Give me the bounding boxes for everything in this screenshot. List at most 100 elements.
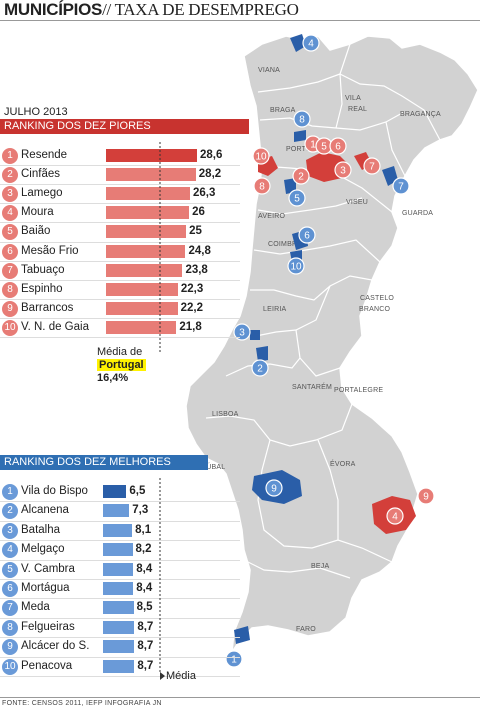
district-label: COIMBRA	[268, 241, 302, 248]
row-divider	[0, 165, 240, 167]
map-pin	[386, 507, 404, 525]
ranking-row: 10 V. N. de Gaia 21,8	[0, 318, 240, 338]
municipality-name: Mesão Frio	[21, 244, 79, 257]
ranking-value: 8,7	[137, 659, 154, 672]
ranking-bar	[103, 601, 134, 615]
best-average-line	[159, 478, 165, 680]
district-label: SANTARÉM	[292, 382, 332, 391]
map-pin-label: 9	[271, 484, 277, 495]
map-pin-label: 3	[340, 166, 346, 177]
ranking-value: 8,7	[137, 640, 154, 653]
municipality-best-vcambra	[284, 178, 296, 194]
map-pin-label: 1	[310, 140, 316, 151]
row-divider	[0, 184, 240, 186]
rank-badge: 10	[1, 318, 19, 337]
rank-badge: 9	[1, 638, 19, 657]
ranking-bar	[106, 168, 196, 182]
district-label: SETÚBAL	[192, 462, 225, 471]
row-divider	[0, 598, 240, 600]
municipality-name: Batalha	[21, 523, 61, 536]
ranking-bar	[103, 659, 135, 673]
map-pin	[292, 167, 310, 185]
ranking-row: 3 Batalha 8,1	[0, 521, 240, 541]
municipality-best-vila-do-bispo	[234, 626, 250, 644]
ranking-row: 7 Tabuaço 23,8	[0, 261, 240, 281]
ranking-bar	[103, 523, 133, 537]
district-borders	[205, 43, 441, 579]
map-pin	[252, 147, 270, 165]
map-pin	[417, 487, 435, 505]
municipality-name: Meda	[21, 601, 50, 614]
map-pin	[233, 323, 251, 341]
ranking-row: 1 Resende 28,6	[0, 147, 240, 166]
ranking-row: 8 Espinho 22,3	[0, 280, 240, 300]
ranking-value: 21,8	[179, 320, 202, 333]
row-divider	[0, 279, 240, 281]
map-pin	[329, 137, 347, 155]
rank-badge: 4	[1, 541, 19, 560]
municipality-name: Cinfães	[21, 168, 60, 181]
ranking-row: 10 Penacova 8,7	[0, 657, 240, 677]
district-label: BRAGA	[270, 107, 296, 114]
footer-rule	[0, 697, 480, 698]
map-pin	[253, 177, 271, 195]
rank-badge: 9	[1, 299, 19, 318]
ranking-bar	[103, 640, 135, 654]
ranking-value: 8,2	[135, 543, 152, 556]
district-label: BEJA	[311, 563, 329, 570]
row-divider	[0, 520, 240, 522]
district-label: PORTO	[286, 146, 312, 153]
map-pin-label: 10	[255, 152, 267, 163]
district-label: FARO	[296, 626, 316, 633]
worst-average-label: Média de Portugal 16,4%	[97, 346, 146, 385]
map-pin-label: 4	[308, 39, 314, 50]
map-pin-label: 10	[290, 262, 302, 273]
best-ranking-title: RANKING DOS DEZ MELHORES	[0, 455, 208, 470]
ranking-value: 6,5	[129, 485, 146, 497]
best-average-label: Média	[166, 670, 196, 682]
municipality-shapes	[234, 34, 416, 644]
rank-badge: 3	[1, 185, 19, 204]
municipality-name: Tabuaço	[21, 263, 65, 276]
row-divider	[0, 298, 240, 300]
rank-badge: 5	[1, 560, 19, 579]
map-pin-label: 4	[392, 512, 398, 523]
municipality-name: Mortágua	[21, 582, 70, 594]
ranking-row: 6 Mesão Frio 24,8	[0, 242, 240, 262]
source-note: FONTE: CENSOS 2011, IEFP INFOGRAFIA JN	[2, 700, 162, 707]
rank-badge: 7	[1, 261, 19, 280]
row-divider	[0, 222, 240, 224]
map-pin-label: 6	[304, 231, 310, 242]
ranking-value: 24,8	[188, 244, 211, 257]
map-pin	[287, 257, 305, 275]
map-pin	[293, 110, 311, 128]
rank-badge: 8	[1, 280, 19, 299]
rank-badge: 1	[1, 147, 19, 165]
municipality-name: Alcanena	[21, 504, 69, 517]
average-arrow	[160, 672, 165, 680]
ranking-bar	[106, 149, 197, 162]
municipality-name: V. Cambra	[21, 562, 75, 575]
ranking-bar	[106, 244, 186, 258]
ranking-value: 22,2	[180, 301, 203, 314]
average-country: Portugal	[97, 359, 146, 371]
ranking-value: 7,3	[132, 504, 149, 517]
municipality-name: Felgueiras	[21, 620, 75, 633]
municipality-name: Moura	[21, 206, 54, 219]
map-pin-label: 8	[259, 182, 265, 193]
municipality-name: Espinho	[21, 282, 63, 295]
map-pin	[298, 226, 316, 244]
municipality-best-meda	[382, 166, 398, 186]
ranking-value: 8,4	[136, 582, 153, 594]
ranking-value: 22,3	[180, 282, 204, 295]
ranking-value: 8,7	[137, 620, 154, 633]
rank-badge: 2	[1, 166, 19, 185]
rank-badge: 2	[1, 502, 19, 521]
municipality-best-melgaco	[290, 34, 306, 52]
ranking-row: 2 Alcanena 7,3	[0, 502, 240, 521]
rank-badge: 3	[1, 521, 19, 540]
ranking-value: 25	[189, 225, 202, 238]
district-label: PORTALEGRE	[334, 387, 383, 394]
ranking-bar	[103, 562, 134, 576]
